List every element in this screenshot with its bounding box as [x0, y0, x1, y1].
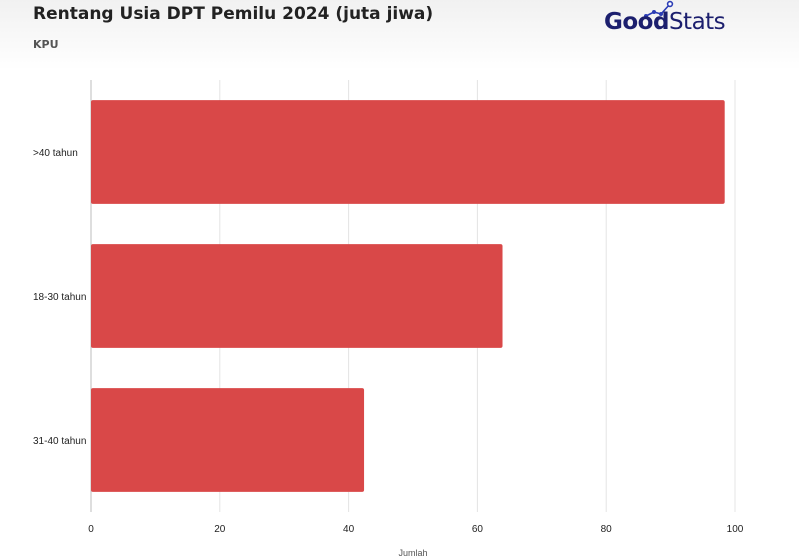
- category-labels: >40 tahun 18-30 tahun 31-40 tahun: [33, 148, 86, 447]
- trend-line-icon: [644, 0, 674, 18]
- category-label: 31-40 tahun: [33, 436, 86, 447]
- bar[interactable]: [91, 100, 725, 204]
- x-axis-title: Jumlah: [398, 548, 427, 558]
- x-tick-label: 40: [343, 524, 355, 535]
- bars: [91, 100, 725, 492]
- logo-word-stats: Stats: [668, 9, 726, 35]
- category-label: >40 tahun: [33, 148, 78, 159]
- x-tick-label: 0: [88, 524, 94, 535]
- bar[interactable]: [91, 388, 365, 492]
- category-label: 18-30 tahun: [33, 292, 86, 303]
- bar[interactable]: [91, 244, 503, 348]
- x-tick-label: 20: [214, 524, 226, 535]
- x-tick-labels: 0 20 40 60 80 100: [88, 524, 744, 535]
- x-tick-label: 80: [601, 524, 613, 535]
- goodstats-logo: GoodStats: [604, 0, 730, 40]
- header-background: [0, 0, 799, 70]
- chart-title: Rentang Usia DPT Pemilu 2024 (juta jiwa): [33, 4, 434, 24]
- logo-word-good: Good: [604, 9, 669, 35]
- x-tick-label: 60: [472, 524, 484, 535]
- x-tick-label: 100: [727, 524, 744, 535]
- chart-source: KPU: [33, 38, 59, 51]
- logo-wordmark: GoodStats: [604, 9, 726, 35]
